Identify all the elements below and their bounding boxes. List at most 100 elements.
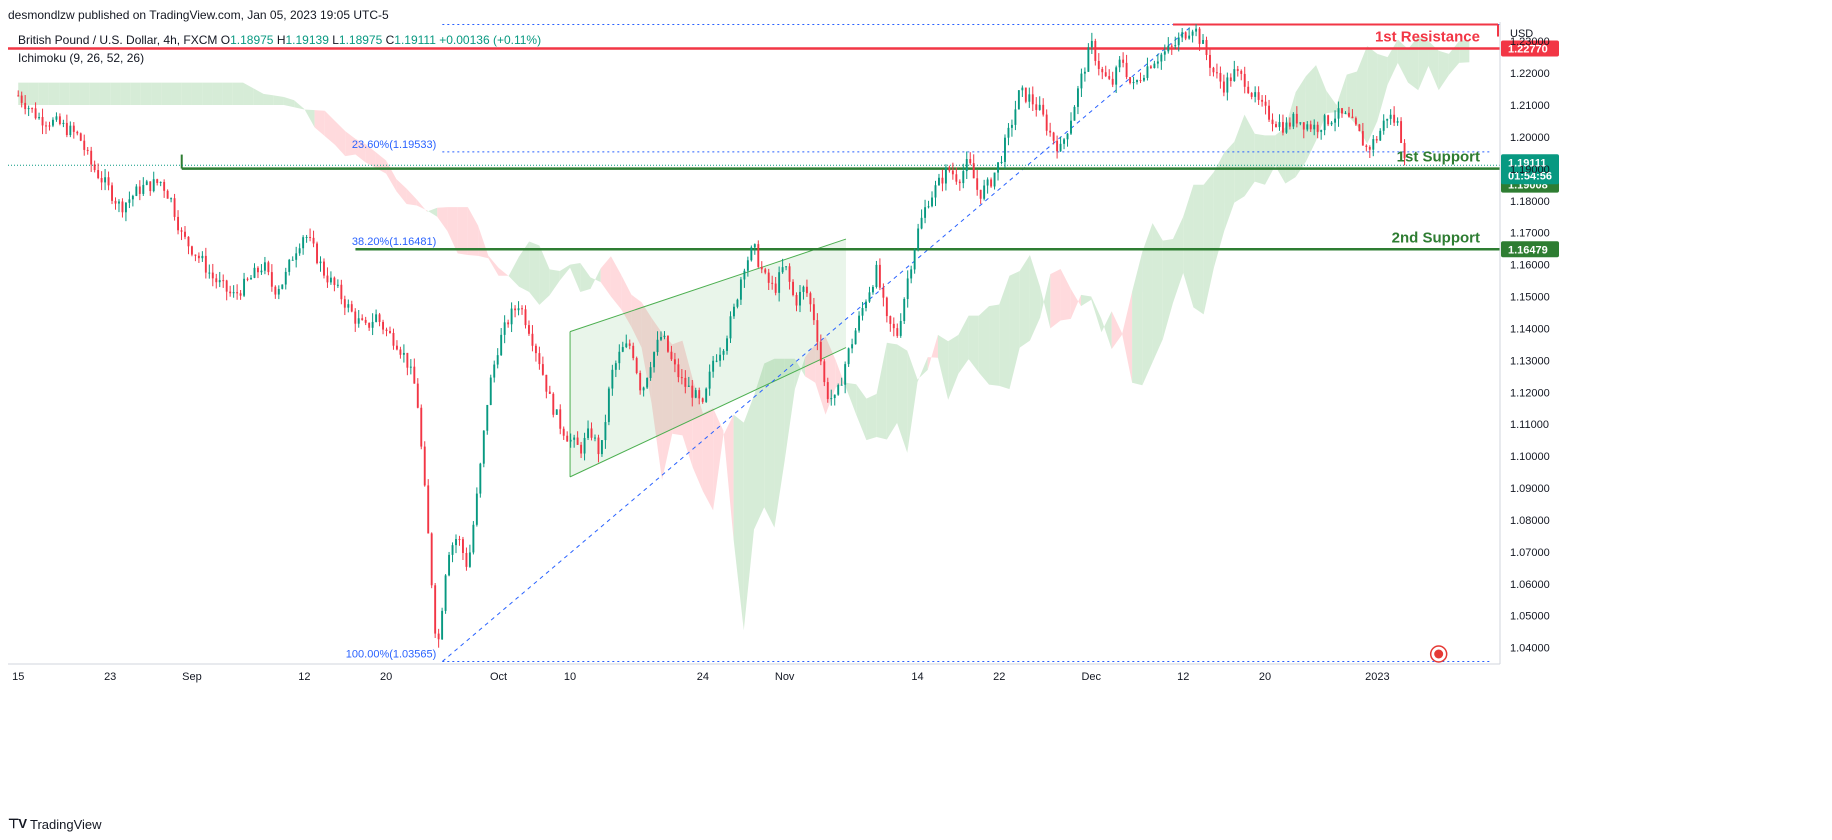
cloud-segment bbox=[1040, 274, 1051, 329]
tradingview-logo-icon: ⊤V bbox=[8, 816, 27, 831]
candle bbox=[795, 292, 798, 312]
candle bbox=[1302, 121, 1305, 139]
candle bbox=[17, 90, 20, 97]
y-tick-label: 1.05000 bbox=[1510, 611, 1550, 623]
cloud-segment bbox=[1070, 288, 1082, 319]
candle-body bbox=[218, 280, 221, 283]
candle bbox=[246, 277, 249, 282]
candle bbox=[1108, 69, 1111, 81]
cloud-segment bbox=[702, 408, 714, 511]
candle bbox=[1181, 27, 1184, 43]
candle-body bbox=[1045, 114, 1048, 131]
candle bbox=[343, 295, 346, 316]
candle bbox=[1198, 27, 1201, 51]
candle bbox=[298, 243, 301, 256]
candle bbox=[1038, 96, 1041, 111]
candle-body bbox=[698, 390, 701, 399]
candle bbox=[1348, 106, 1350, 118]
cloud-segment bbox=[222, 82, 233, 105]
candle bbox=[924, 199, 927, 224]
candle bbox=[159, 181, 162, 187]
candle bbox=[899, 313, 902, 338]
candle bbox=[350, 300, 353, 313]
candle-body bbox=[1024, 87, 1027, 102]
candle-body bbox=[1389, 114, 1392, 119]
candle-body bbox=[1264, 101, 1267, 106]
cloud-segment bbox=[590, 268, 601, 289]
cloud-segment bbox=[999, 275, 1010, 390]
candle bbox=[729, 311, 732, 343]
candle bbox=[1254, 86, 1257, 103]
candle bbox=[1059, 136, 1062, 152]
candle bbox=[948, 165, 951, 173]
candle-body bbox=[190, 246, 193, 255]
candle-body bbox=[479, 463, 482, 494]
level-label: 1st Resistance bbox=[1375, 28, 1480, 45]
candle-body bbox=[847, 348, 850, 365]
candle-body bbox=[931, 197, 933, 207]
candle-body bbox=[1094, 40, 1097, 61]
candle-body bbox=[45, 125, 47, 127]
candle-body bbox=[416, 383, 419, 408]
candle-body bbox=[913, 249, 916, 270]
candle-body bbox=[1275, 124, 1277, 128]
candle bbox=[514, 305, 517, 318]
candle bbox=[1268, 99, 1271, 122]
candle bbox=[166, 189, 169, 199]
y-tick-label: 1.12000 bbox=[1510, 387, 1550, 399]
candle bbox=[1156, 53, 1159, 69]
candle-body bbox=[795, 295, 798, 306]
candle-body bbox=[385, 329, 388, 332]
indicator-legend[interactable]: Ichimoku (9, 26, 52, 26) bbox=[18, 51, 145, 65]
fibonacci-retracement: 23.60%(1.19533) 38.20%(1.16481) 100.00%(1.… bbox=[346, 24, 1500, 663]
cloud-segment bbox=[1009, 270, 1020, 390]
candle bbox=[840, 377, 843, 386]
cloud-segment bbox=[273, 95, 284, 105]
x-tick-label: 2023 bbox=[1365, 671, 1389, 683]
candle-body bbox=[204, 255, 207, 273]
candle bbox=[1264, 95, 1267, 115]
cloud-segment bbox=[1111, 311, 1122, 350]
countdown-text: 01:54:56 bbox=[1508, 170, 1552, 182]
cloud-segment bbox=[876, 342, 887, 440]
candle bbox=[180, 227, 183, 241]
y-tick-label: 1.04000 bbox=[1510, 643, 1550, 655]
candle bbox=[336, 279, 339, 288]
candle-body bbox=[1108, 76, 1111, 79]
candle-body bbox=[993, 172, 996, 187]
candle bbox=[739, 277, 742, 305]
ohlc-values: O1.18975 H1.19139 L1.18975 C1.19111 bbox=[221, 33, 439, 47]
candle bbox=[677, 358, 680, 383]
cloud-segment bbox=[774, 358, 785, 528]
cloud-segment bbox=[989, 304, 1000, 386]
candle bbox=[816, 313, 819, 351]
candle-body bbox=[107, 177, 110, 186]
tradingview-logo[interactable]: ⊤V TradingView bbox=[8, 816, 102, 832]
candle bbox=[1132, 76, 1135, 90]
candle-body bbox=[1097, 60, 1100, 70]
candle bbox=[267, 260, 270, 276]
candle-body bbox=[496, 355, 499, 365]
candle-body bbox=[1028, 94, 1031, 102]
candle-body bbox=[1278, 122, 1281, 128]
candle-body bbox=[1104, 72, 1107, 77]
cloud-segment bbox=[1448, 41, 1460, 75]
candle-body bbox=[1351, 116, 1354, 119]
cloud-segment bbox=[662, 332, 673, 481]
candle-body bbox=[1181, 32, 1184, 38]
cloud-segment bbox=[99, 82, 111, 105]
cloud-segment bbox=[1050, 269, 1061, 329]
candle bbox=[1375, 135, 1378, 144]
candle-body bbox=[208, 272, 211, 274]
candle-body bbox=[1205, 39, 1208, 55]
candle-body bbox=[979, 189, 982, 199]
candle-body bbox=[906, 278, 909, 299]
candle bbox=[83, 134, 86, 156]
price-change: +0.00136 (+0.11%) bbox=[439, 33, 542, 47]
candle-body bbox=[1209, 54, 1211, 68]
candle bbox=[548, 385, 551, 394]
candle bbox=[604, 414, 607, 449]
candle bbox=[1191, 29, 1194, 43]
candle bbox=[934, 180, 937, 207]
